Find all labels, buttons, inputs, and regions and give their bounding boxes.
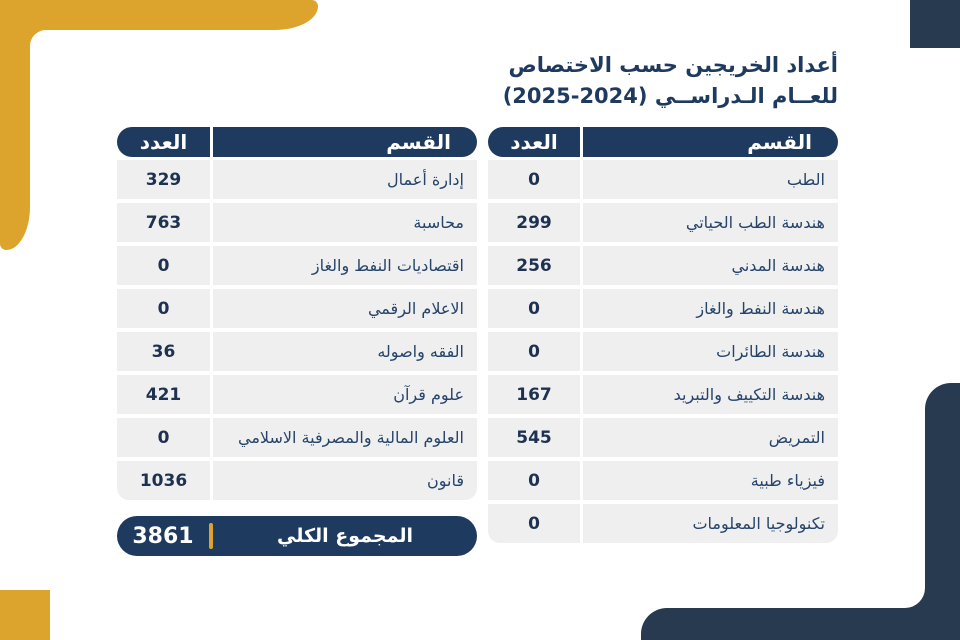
table-row: تكنولوجيا المعلومات 0: [488, 504, 838, 543]
dept-cell: تكنولوجيا المعلومات: [583, 504, 838, 543]
corner-accent-top-left-vertical: [0, 0, 30, 250]
dept-cell: هندسة الطب الحياتي: [583, 203, 838, 242]
table-row: إدارة أعمال 329: [117, 160, 477, 199]
dept-cell: هندسة النفط والغاز: [583, 289, 838, 328]
table-row: هندسة النفط والغاز 0: [488, 289, 838, 328]
count-header-cell: العدد: [117, 127, 210, 157]
dept-cell: الطب: [583, 160, 838, 199]
count-cell: 1036: [117, 461, 210, 500]
page-title-line2-years: (2025-2024): [502, 84, 648, 108]
table-row: الطب 0: [488, 160, 838, 199]
dept-cell: هندسة الطائرات: [583, 332, 838, 371]
table-row: التمريض 545: [488, 418, 838, 457]
graduates-table-left: القسم العدد إدارة أعمال 329 محاسبة 763 ا…: [117, 127, 477, 504]
corner-accent-bottom-right-horizontal: [641, 608, 960, 640]
dept-cell: الفقه واصوله: [213, 332, 477, 371]
dept-cell: قانون: [213, 461, 477, 500]
dept-cell: الاعلام الرقمي: [213, 289, 477, 328]
count-cell: 0: [117, 418, 210, 457]
count-cell: 0: [488, 461, 580, 500]
page-title-line2: للعــام الـدراســي (2025-2024): [503, 81, 838, 112]
count-cell: 299: [488, 203, 580, 242]
table-row: هندسة التكييف والتبريد 167: [488, 375, 838, 414]
table-row: الفقه واصوله 36: [117, 332, 477, 371]
corner-accent-bottom-left-square: [0, 590, 50, 640]
page-title-line1: أعداد الخريجين حسب الاختصاص: [508, 53, 838, 77]
count-cell: 763: [117, 203, 210, 242]
count-cell: 0: [488, 332, 580, 371]
table-row: علوم قرآن 421: [117, 375, 477, 414]
dept-cell: هندسة المدني: [583, 246, 838, 285]
count-cell: 0: [117, 289, 210, 328]
count-cell: 256: [488, 246, 580, 285]
count-cell: 0: [488, 160, 580, 199]
table-row: اقتصاديات النفط والغاز 0: [117, 246, 477, 285]
dept-cell: اقتصاديات النفط والغاز: [213, 246, 477, 285]
grand-total-label: المجموع الكلي: [277, 525, 413, 547]
dept-cell: محاسبة: [213, 203, 477, 242]
corner-accent-top-left-horizontal: [0, 0, 318, 30]
graduates-table-right: القسم العدد الطب 0 هندسة الطب الحياتي 29…: [488, 127, 838, 547]
count-cell: 421: [117, 375, 210, 414]
dept-cell: إدارة أعمال: [213, 160, 477, 199]
dept-cell: هندسة التكييف والتبريد: [583, 375, 838, 414]
table-row: هندسة المدني 256: [488, 246, 838, 285]
table-header-row: القسم العدد: [488, 127, 838, 157]
count-cell: 36: [117, 332, 210, 371]
grand-total-divider: [209, 523, 213, 549]
count-cell: 329: [117, 160, 210, 199]
corner-accent-top-left-fillet-mask: [30, 30, 46, 46]
count-cell: 167: [488, 375, 580, 414]
table-header-row: القسم العدد: [117, 127, 477, 157]
table-row: الاعلام الرقمي 0: [117, 289, 477, 328]
count-header-cell: العدد: [488, 127, 580, 157]
count-cell: 0: [117, 246, 210, 285]
table-row: محاسبة 763: [117, 203, 477, 242]
count-cell: 0: [488, 504, 580, 543]
dept-header-cell: القسم: [583, 127, 838, 157]
page-title-line2-text: للعــام الـدراســي: [654, 84, 838, 108]
grand-total-value: 3861: [132, 523, 194, 549]
dept-cell: التمريض: [583, 418, 838, 457]
table-row: فيزياء طبية 0: [488, 461, 838, 500]
dept-cell: فيزياء طبية: [583, 461, 838, 500]
count-cell: 0: [488, 289, 580, 328]
table-row: قانون 1036: [117, 461, 477, 500]
table-row: هندسة الطب الحياتي 299: [488, 203, 838, 242]
page-title: أعداد الخريجين حسب الاختصاص للعــام الـد…: [503, 50, 838, 112]
count-cell: 545: [488, 418, 580, 457]
dept-cell: علوم قرآن: [213, 375, 477, 414]
dept-cell: العلوم المالية والمصرفية الاسلامي: [213, 418, 477, 457]
corner-accent-bottom-right-vertical: [925, 383, 960, 640]
dept-header-cell: القسم: [213, 127, 477, 157]
grand-total-bar: المجموع الكلي 3861: [117, 516, 477, 556]
table-row: هندسة الطائرات 0: [488, 332, 838, 371]
corner-accent-top-right-block: [910, 0, 960, 48]
table-row: العلوم المالية والمصرفية الاسلامي 0: [117, 418, 477, 457]
